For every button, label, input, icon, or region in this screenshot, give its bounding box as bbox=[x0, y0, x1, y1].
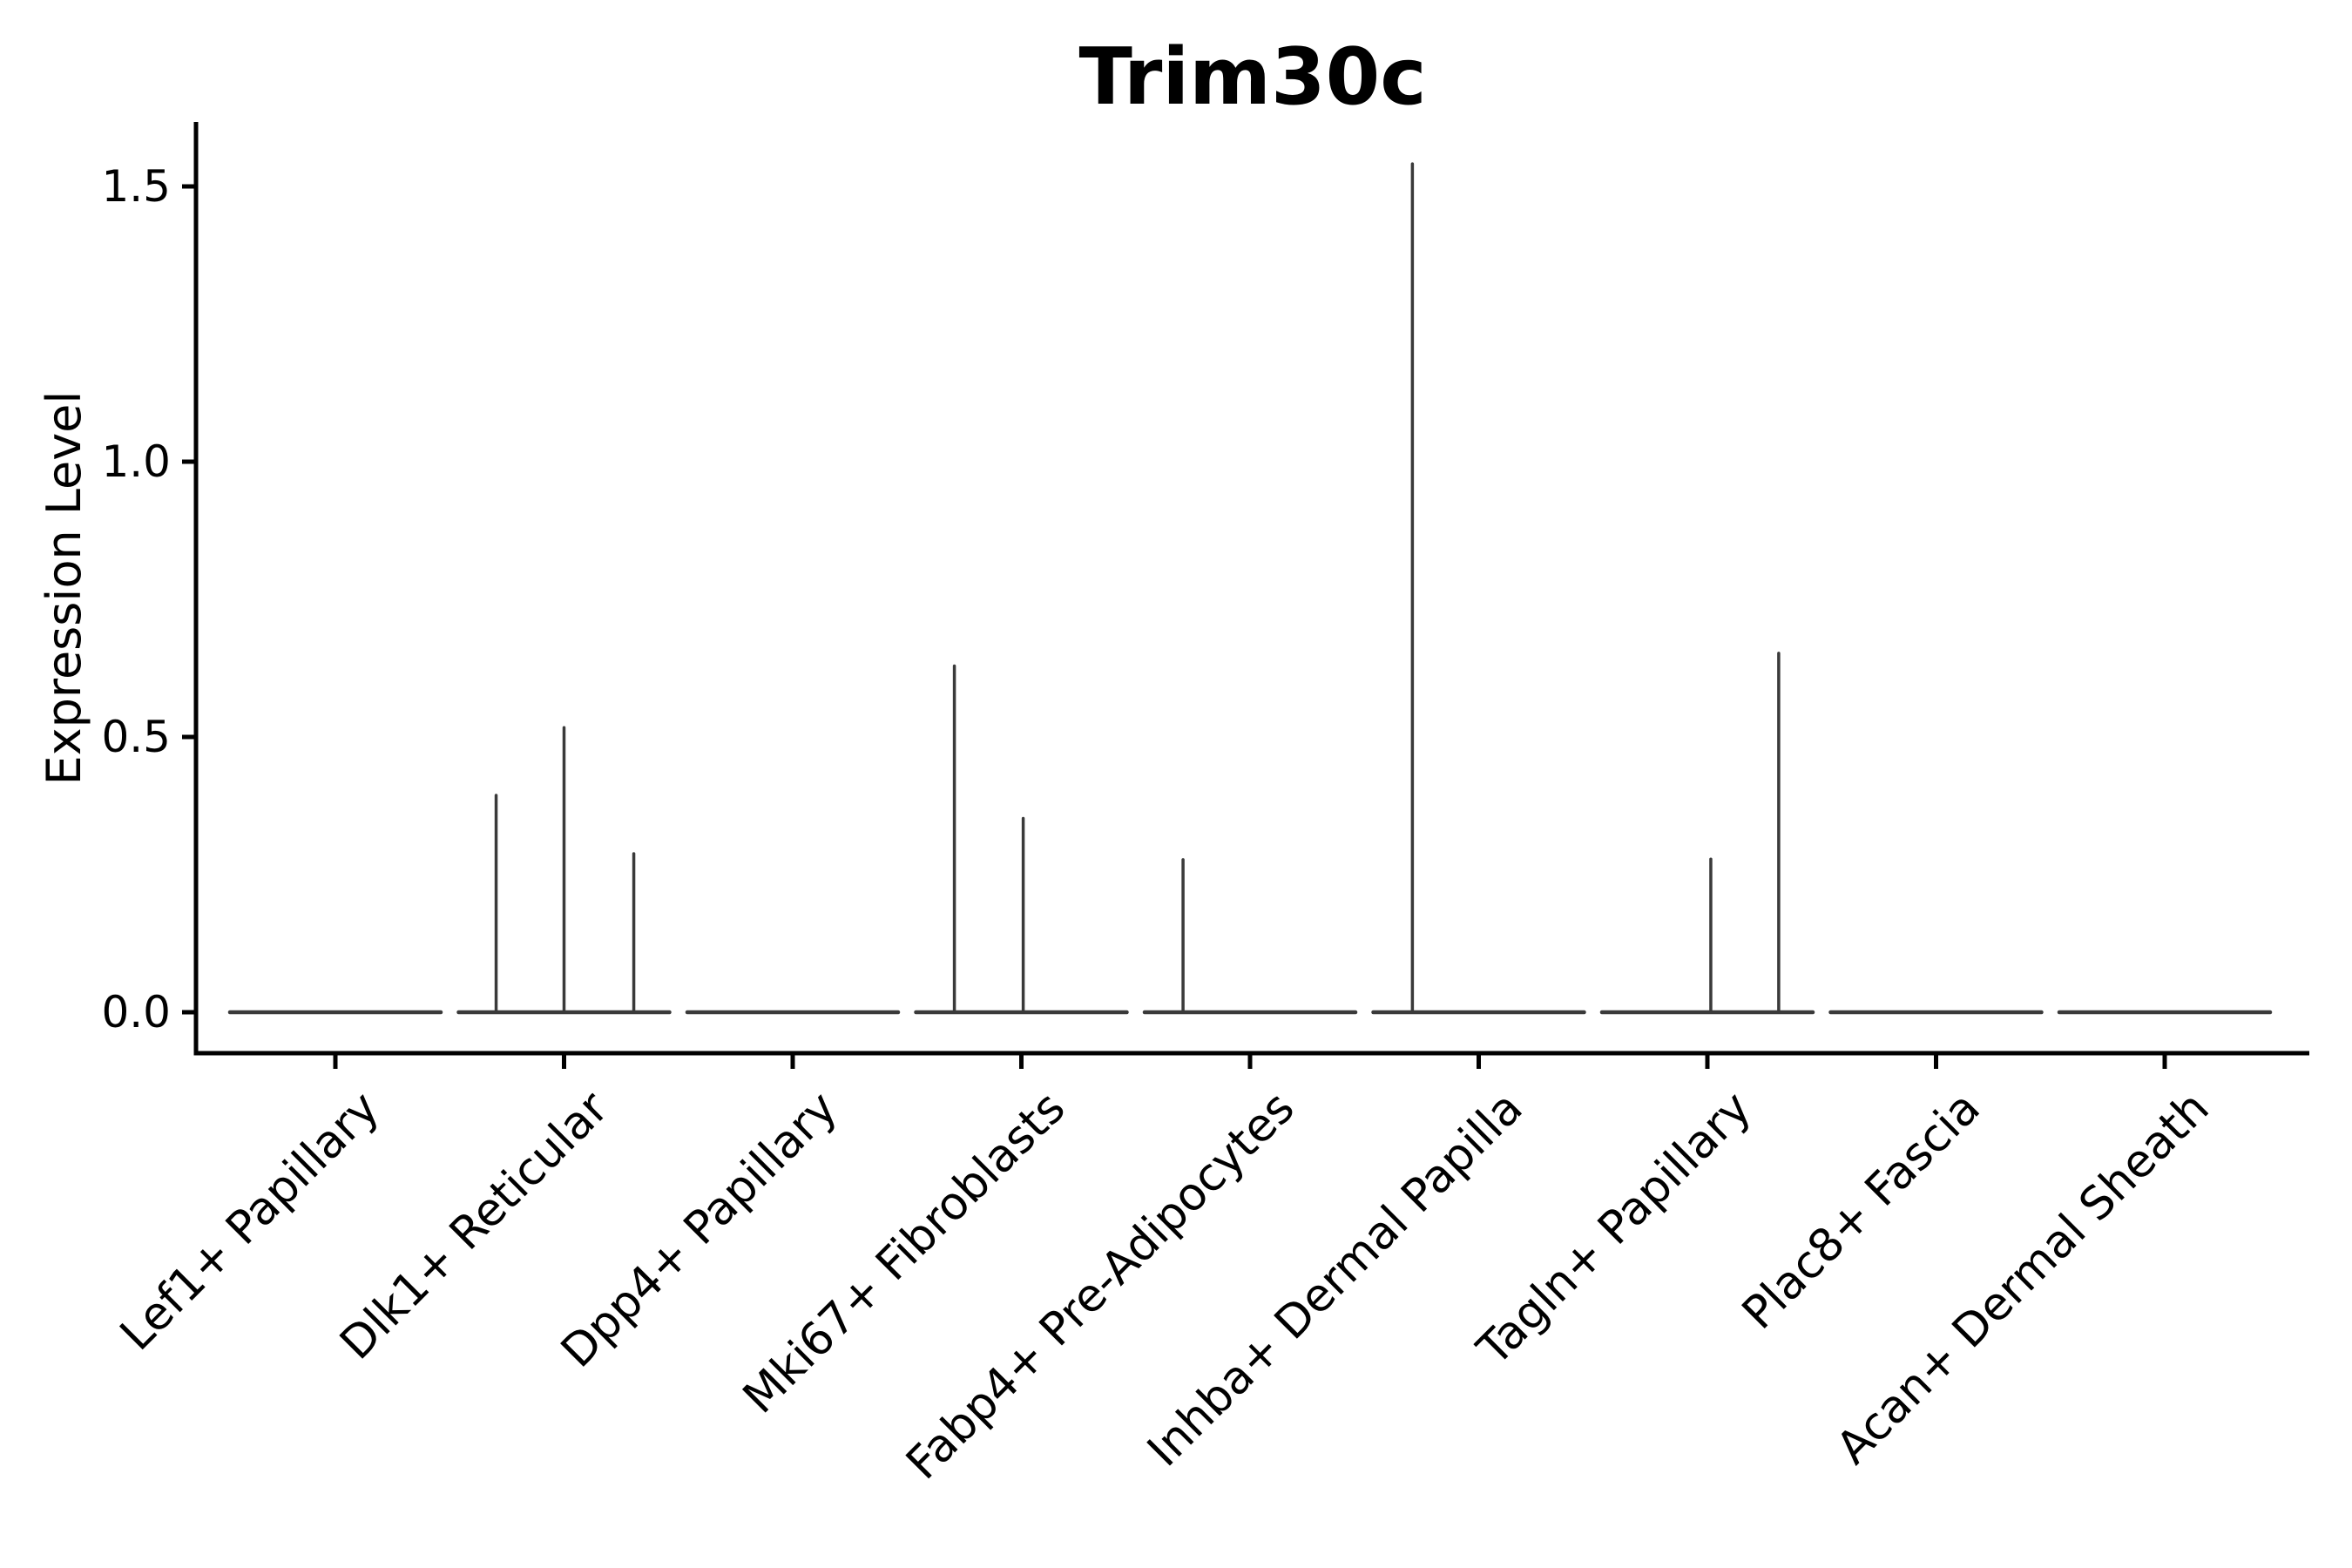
y-tick-label: 1.0 bbox=[101, 436, 171, 487]
chart-title: Trim30c bbox=[1078, 31, 1427, 123]
y-tick-label: 0.0 bbox=[101, 987, 171, 1037]
y-tick-label: 0.5 bbox=[101, 712, 171, 762]
y-tick-label: 1.5 bbox=[101, 161, 171, 212]
